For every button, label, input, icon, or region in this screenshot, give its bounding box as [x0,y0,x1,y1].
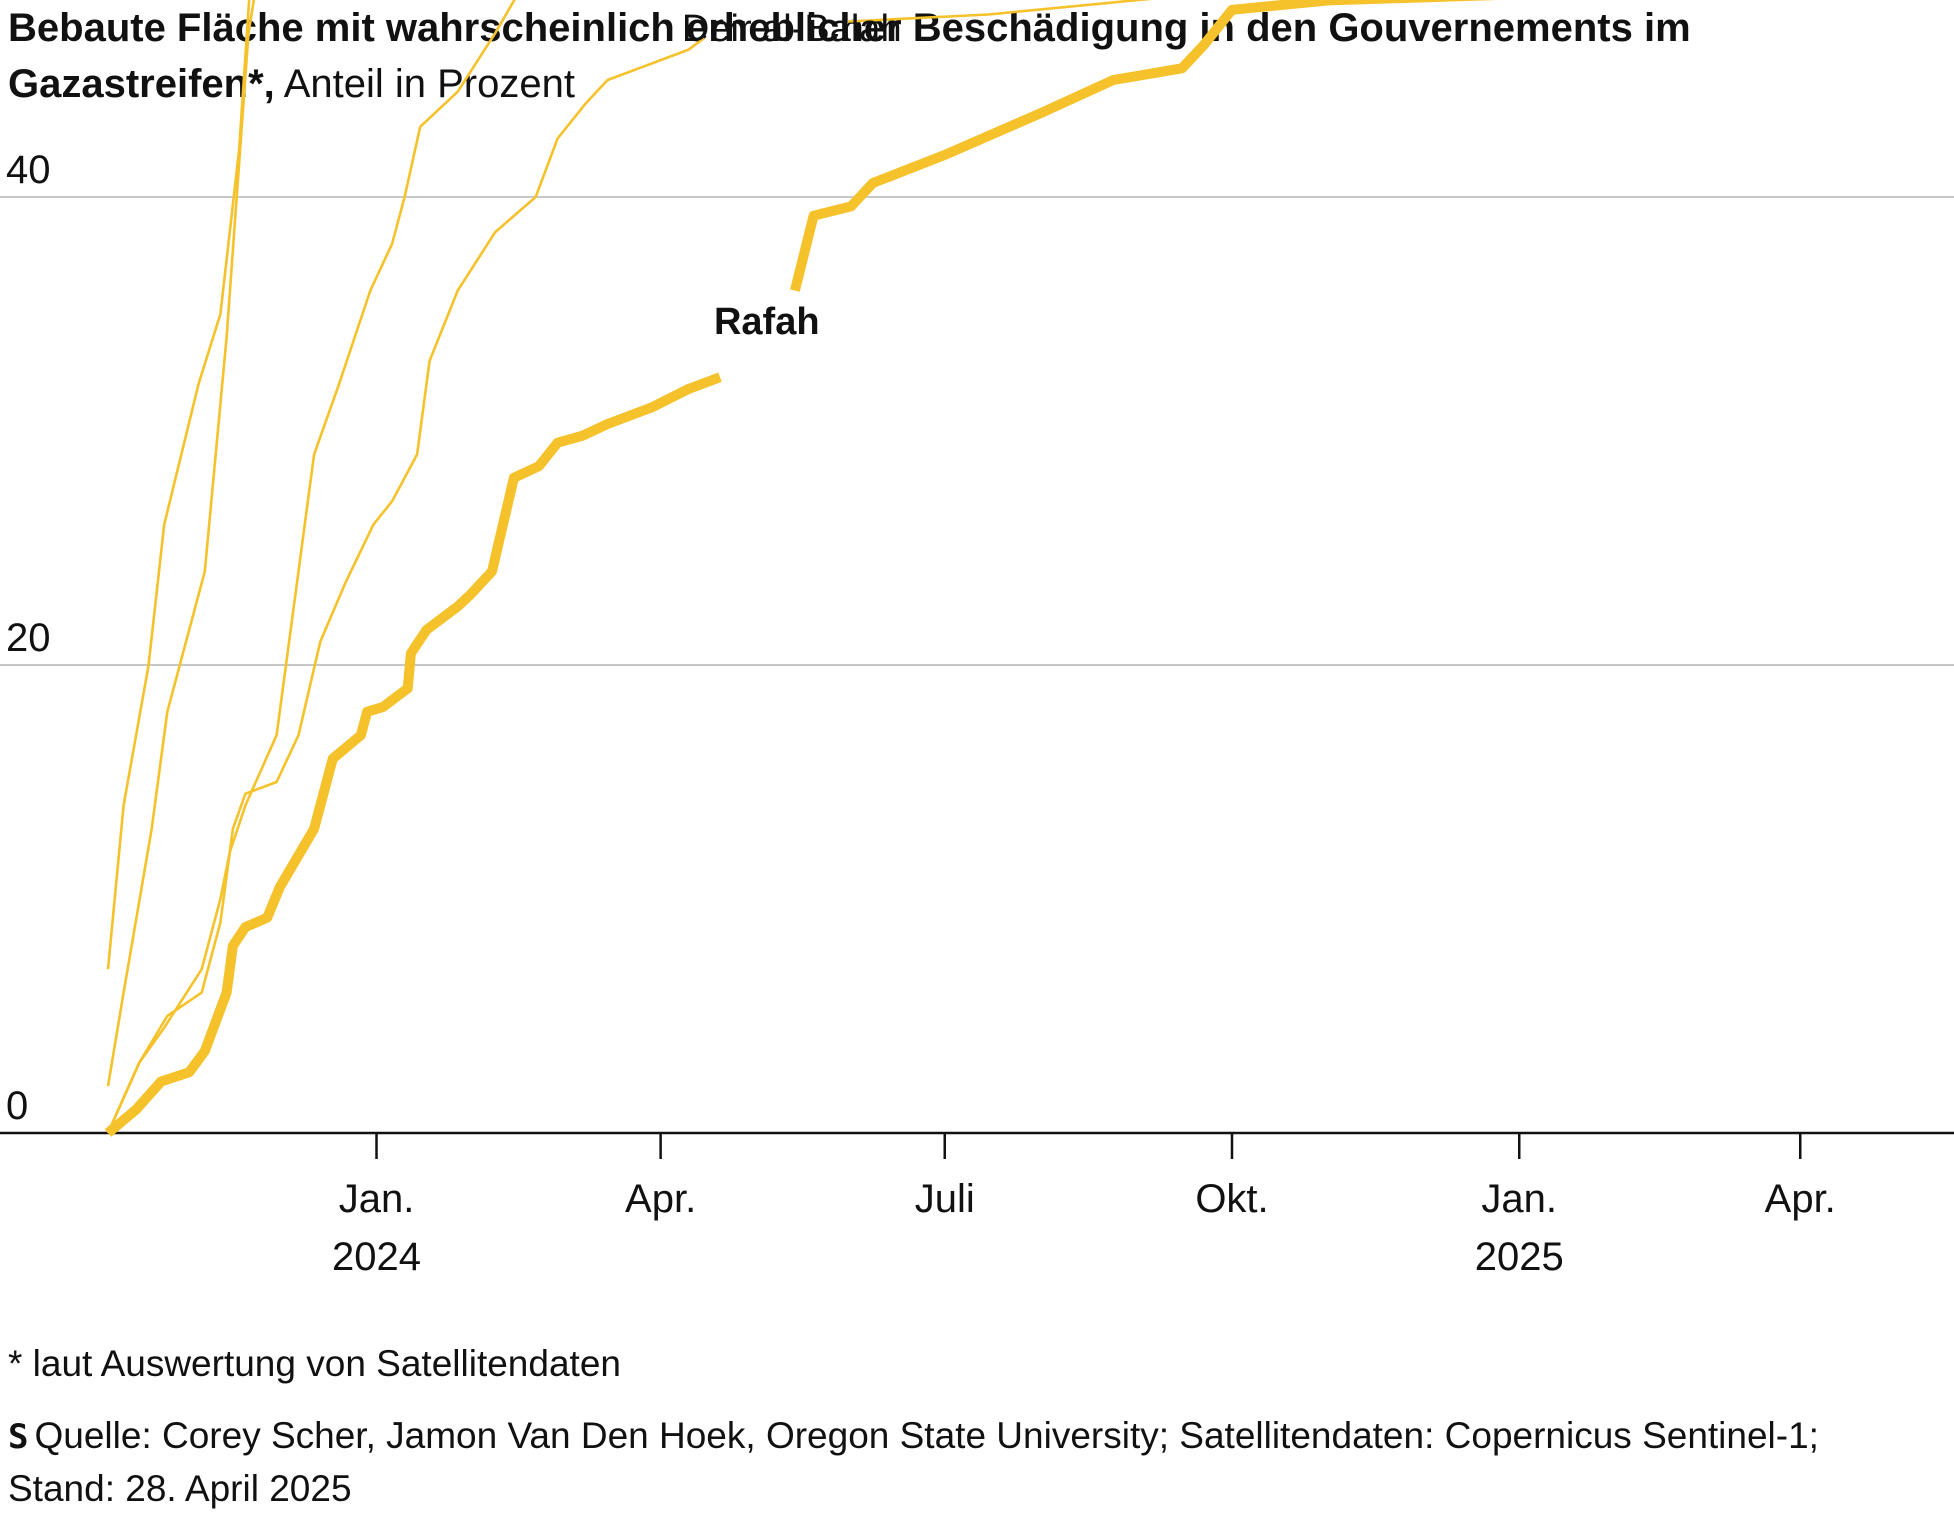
series-line-nordgaza [106,0,256,1087]
source-note: S Quelle: Corey Scher, Jamon Van Den Hoek… [8,1410,1908,1515]
line-chart: 0204060Jan.2024Apr.JuliOkt.Jan.2025Apr.G… [0,0,1954,1279]
x-tick-label-0: Jan. [339,1177,415,1221]
source-text: Quelle: Corey Scher, Jamon Van Den Hoek,… [8,1415,1819,1509]
footnote: * laut Auswertung von Satellitendaten [8,1343,621,1384]
series-line-gaza [106,0,251,970]
series-line-deir-al-balah-part-1 [106,36,706,1134]
x-tick-year-0: 2024 [332,1235,421,1279]
y-tick-label-40: 40 [6,148,51,192]
chart-title-bold: Bebaute Fläche mit wahrscheinlich erhebl… [8,6,1691,106]
series-line-deir-al-balah-part-2 [847,0,1153,23]
x-tick-label-1: Apr. [625,1177,696,1221]
series-label-deir-al-balah: Deir al-Balah [682,8,902,50]
x-tick-label-2: Juli [915,1177,975,1221]
chart-title: Bebaute Fläche mit wahrscheinlich erhebl… [8,0,1938,112]
x-tick-year-4: 2025 [1475,1235,1564,1279]
y-tick-label-0: 0 [6,1084,28,1128]
series-line-rafah-part-1 [104,372,722,1137]
series-line-rafah-part-2 [790,0,1498,292]
x-tick-label-4: Jan. [1481,1177,1557,1221]
series-line-chan-junis [106,0,516,1134]
y-tick-label-20: 20 [6,616,51,660]
chart-title-subtitle: Anteil in Prozent [283,62,575,106]
x-tick-label-5: Apr. [1765,1177,1836,1221]
spiegel-logo: S [8,1417,29,1457]
series-label-rafah: Rafah [714,301,820,343]
x-tick-label-3: Okt. [1195,1177,1268,1221]
